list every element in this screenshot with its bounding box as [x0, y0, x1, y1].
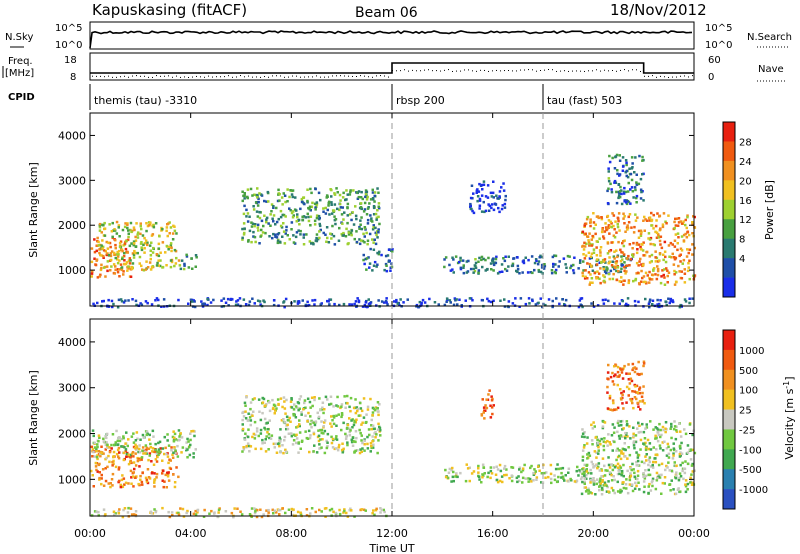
- y-tick-label: 1000: [58, 264, 86, 277]
- power-panel: 1000 2000 3000 4000 Slant Range [km] 28 24 20…: [27, 112, 776, 309]
- cpid-mode-1: rbsp 200: [396, 94, 445, 107]
- y-tick-label: 1000: [58, 473, 86, 486]
- nave-tick-bottom: 0: [708, 72, 714, 83]
- date-title: 18/Nov/2012: [610, 1, 707, 19]
- nave-tick-top: 60: [708, 55, 721, 66]
- freq-panel: Freq. [MHz] 18 8 60 0 Nave: [2, 52, 786, 83]
- nave-label: Nave: [758, 64, 784, 75]
- x-tick-label: 08:00: [275, 527, 307, 540]
- x-tick-label: 12:00: [376, 527, 408, 540]
- velocity-ylabel: Slant Range [km]: [27, 370, 40, 466]
- power-ylabel: Slant Range [km]: [27, 162, 40, 258]
- y-tick-label: 2000: [58, 428, 86, 441]
- power-colorbar-label: Power [dB]: [763, 180, 776, 240]
- y-tick-label: 3000: [58, 382, 86, 395]
- freq-tick-bottom: 8: [70, 72, 76, 83]
- velocity-colorbar-label: Velocity [m s-1]: [782, 376, 796, 459]
- nsky-trace: [89, 30, 693, 49]
- freq-tick-top: 18: [64, 55, 77, 66]
- colorbar-tick-label: 500: [739, 366, 758, 377]
- y-tick-label: 4000: [58, 129, 86, 142]
- colorbar-tick-label: -25: [739, 425, 755, 436]
- colorbar-tick-label: 24: [739, 157, 752, 168]
- velocity-panel: 1000 2000 3000 4000 Slant Range [km] 1000 50…: [27, 318, 796, 519]
- station-title: Kapuskasing (fitACF): [92, 1, 247, 19]
- colorbar-tick-label: 28: [739, 137, 752, 148]
- y-tick-label: 3000: [58, 174, 86, 187]
- x-tick-label: 00:00: [74, 527, 106, 540]
- cpid-panel: CPID themis (tau) -3310 rbsp 200 tau (fast…: [8, 84, 622, 110]
- colorbar-tick-label: 1000: [739, 346, 764, 357]
- velocity-colorbar: 1000 500 100 25 -25 -100 -500 -1000: [722, 329, 768, 510]
- colorbar-tick-label: 16: [739, 196, 752, 207]
- cpid-mode-2: tau (fast) 503: [547, 94, 622, 107]
- beam-title: Beam 06: [355, 5, 418, 21]
- x-axis-label: Time UT: [368, 542, 414, 554]
- colorbar-tick-label: -500: [739, 465, 762, 476]
- nsky-panel: N.Sky 10^5 10^0 10^5 10^0 N.Search: [5, 21, 792, 51]
- colorbar-tick-label: 12: [739, 215, 752, 226]
- y-tick-label: 2000: [58, 219, 86, 232]
- x-tick-label: 16:00: [477, 527, 509, 540]
- colorbar-tick-label: -100: [739, 445, 762, 456]
- power-colorbar: 28 24 20 16 12 8 4: [722, 121, 752, 298]
- nsearch-label: N.Search: [747, 32, 792, 43]
- x-tick-label: 04:00: [175, 527, 207, 540]
- cpid-label: CPID: [8, 92, 35, 103]
- colorbar-tick-label: 25: [739, 406, 752, 417]
- nsearch-tick-bottom: 10^0: [705, 40, 732, 51]
- cpid-mode-0: themis (tau) -3310: [94, 94, 197, 107]
- nsky-tick-top: 10^5: [55, 23, 82, 34]
- x-tick-label: 20:00: [577, 527, 609, 540]
- colorbar-tick-label: 20: [739, 176, 752, 187]
- freq-trace: [90, 62, 694, 74]
- freq-unit-label: [MHz]: [5, 68, 34, 79]
- nsky-label: N.Sky: [5, 32, 33, 43]
- colorbar-tick-label: -1000: [739, 485, 768, 496]
- nsky-tick-bottom: 10^0: [55, 40, 82, 51]
- nsearch-tick-top: 10^5: [705, 23, 732, 34]
- colorbar-tick-label: 8: [739, 235, 745, 246]
- freq-label: Freq.: [8, 56, 33, 67]
- colorbar-tick-label: 4: [739, 254, 745, 265]
- nave-trace: [92, 69, 693, 78]
- y-tick-label: 4000: [58, 336, 86, 349]
- colorbar-tick-label: 100: [739, 386, 758, 397]
- x-tick-label: 00:00: [678, 527, 710, 540]
